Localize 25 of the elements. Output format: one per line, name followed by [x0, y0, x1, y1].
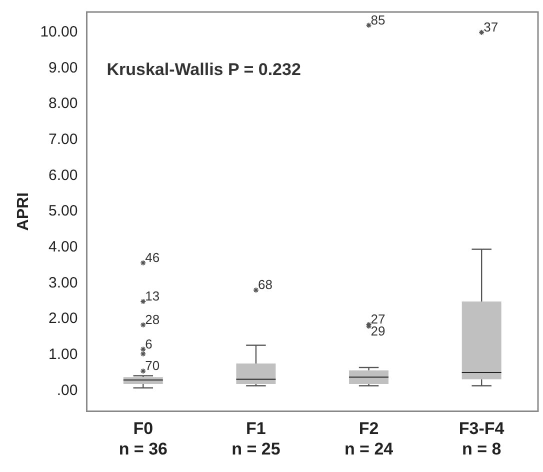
annotation: 13 [145, 288, 160, 304]
x-tick-label: F3-F4 n = 8 [458, 419, 505, 458]
y-tick-label: 9.00 [48, 59, 78, 76]
annotation: 85 [370, 12, 386, 28]
annotation: 28 [145, 312, 160, 327]
annotation: 70 [145, 358, 160, 374]
y-tick-label: 2.00 [48, 310, 78, 328]
annotation: 68 [258, 277, 272, 292]
x-tick-label: F0 n = 36 [118, 419, 168, 458]
y-tick-label: 1.00 [48, 346, 78, 364]
y-tick-label: 6.00 [48, 166, 78, 184]
annotation: 37 [484, 20, 498, 35]
y-tick-label: 7.00 [48, 131, 78, 148]
y-tick-label: 3.00 [48, 274, 78, 292]
x-tick-label: F2 n = 24 [344, 419, 394, 458]
y-tick-label: 10.00 [40, 24, 78, 41]
x-tick-label: F1 n = 25 [232, 419, 280, 458]
y-tick-label: 5.00 [48, 202, 78, 220]
y-tick-label: 4.00 [48, 238, 78, 256]
annotation: Kruskal-Wallis P = 0.232 [106, 60, 301, 79]
annotation: 6 [145, 336, 152, 352]
y-axis-title: APRI [15, 192, 32, 231]
y-tick-label: .00 [56, 382, 78, 399]
y-tick-label: 8.00 [48, 95, 78, 112]
annotation: 46 [145, 250, 160, 265]
